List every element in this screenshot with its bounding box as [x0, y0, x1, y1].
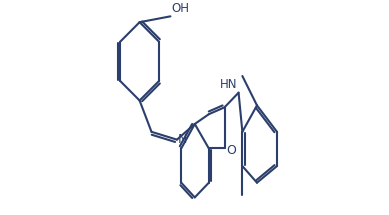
Text: HN: HN	[220, 78, 238, 91]
Text: N: N	[178, 133, 187, 146]
Text: O: O	[226, 144, 236, 157]
Text: OH: OH	[172, 2, 189, 15]
